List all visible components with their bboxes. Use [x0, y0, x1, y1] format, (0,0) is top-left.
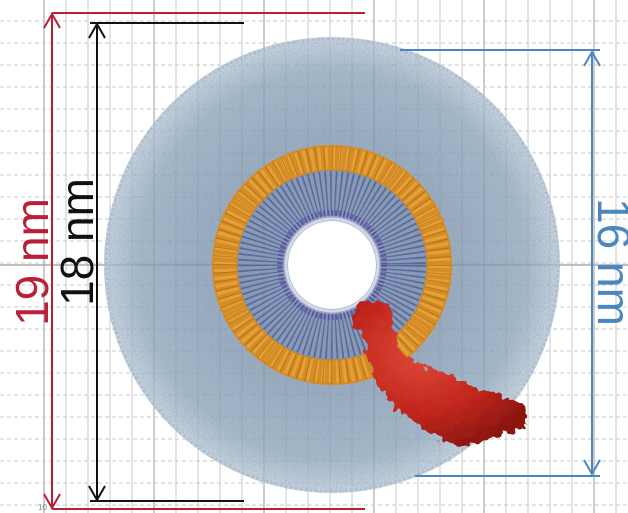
corner-tick-label: 10 — [38, 503, 47, 512]
dimension-18nm: 18 nm — [51, 21, 244, 503]
central-pore — [288, 221, 376, 309]
dimension-16nm: 16 nm — [400, 49, 628, 477]
label-19nm: 19 nm — [6, 198, 58, 326]
label-16nm: 16 nm — [588, 198, 628, 326]
inner-molecular-ring — [237, 170, 427, 360]
orange-ring — [212, 145, 452, 385]
red-protein-cluster — [350, 301, 530, 447]
label-18nm: 18 nm — [51, 178, 103, 306]
dimension-19nm: 19 nm — [6, 11, 365, 511]
